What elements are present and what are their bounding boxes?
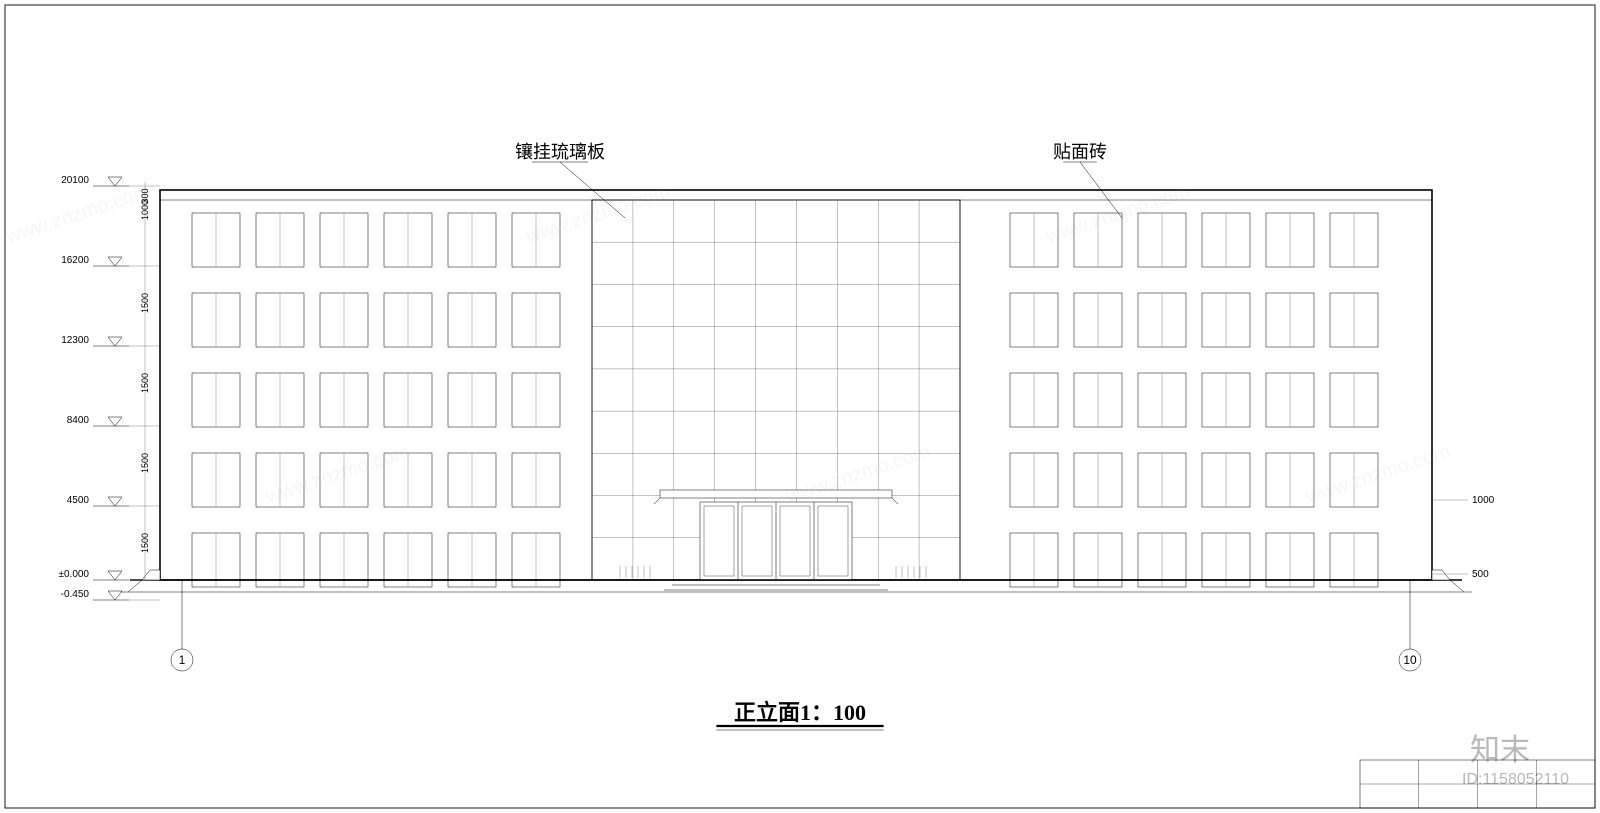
svg-text:www.znzmo.com: www.znzmo.com [2,181,152,249]
svg-text:12300: 12300 [61,335,89,346]
svg-text:8400: 8400 [67,415,90,426]
titleblock [1360,760,1595,808]
svg-text:1500: 1500 [140,533,150,553]
svg-text:±0.000: ±0.000 [58,569,89,580]
svg-text:16200: 16200 [61,255,89,266]
svg-text:ID:1158052110: ID:1158052110 [1462,771,1569,788]
svg-text:4500: 4500 [67,495,90,506]
right-dims: 1000 500 [1432,495,1495,580]
svg-text:-0.450: -0.450 [61,589,90,600]
svg-text:1000: 1000 [1472,495,1495,506]
svg-text:1500: 1500 [140,453,150,473]
svg-text:1500: 1500 [140,293,150,313]
watermark: 知末 ID:1158052110 [1462,734,1569,788]
building-elevation: 1 10 [120,190,1472,671]
elevation-marks: 20100 16200 12300 8400 4500 ±0.000 -0.450 1500 1… [58,175,160,600]
svg-text:20100: 20100 [61,175,89,186]
svg-text:知末: 知末 [1470,734,1530,767]
drawing-title: 正立面1：100 [716,700,883,730]
bg-watermarks: www.znzmo.comwww.znzmo.comwww.znzmo.comw… [2,181,1452,509]
svg-text:1500: 1500 [140,373,150,393]
drawing-frame [5,5,1595,808]
svg-text:1: 1 [179,653,186,667]
svg-text:正立面1：100: 正立面1：100 [734,700,866,725]
svg-text:500: 500 [1472,569,1489,580]
svg-text:10: 10 [1403,653,1417,667]
svg-text:www.znzmo.com: www.znzmo.com [262,441,412,509]
svg-text:www.znzmo.com: www.znzmo.com [1302,441,1452,509]
annotation-text: 镶挂琉璃板 [515,142,605,162]
annotation-text: 贴面砖 [1053,142,1107,162]
